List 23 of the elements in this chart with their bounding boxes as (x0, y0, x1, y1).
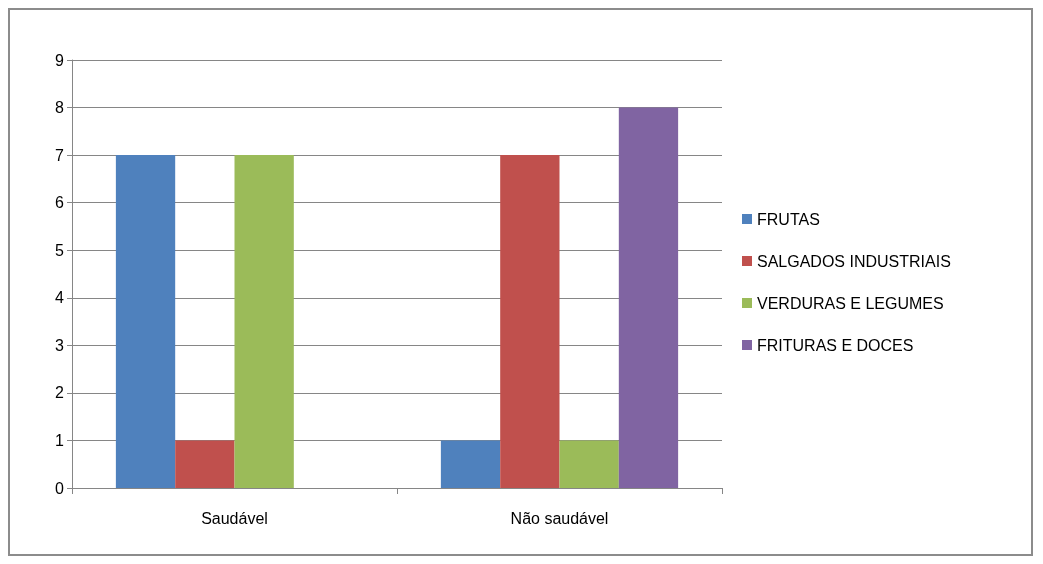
legend-label: SALGADOS INDUSTRIAIS (757, 252, 951, 270)
bar (234, 155, 294, 488)
y-tick-label: 3 (55, 336, 65, 354)
y-tick-label: 5 (55, 241, 65, 259)
y-tick-label: 0 (55, 479, 65, 497)
y-tick-label: 4 (55, 289, 65, 307)
y-tick-label: 2 (55, 384, 65, 402)
y-tick-label: 9 (55, 51, 65, 69)
x-tick-label: Saudável (201, 509, 268, 527)
x-tick-label: Não saudável (510, 509, 609, 527)
y-tick-label: 7 (55, 146, 65, 164)
bar (500, 155, 560, 488)
bar (115, 155, 176, 488)
bar (440, 440, 501, 488)
y-tick-label: 6 (55, 194, 65, 212)
bar (559, 440, 619, 488)
legend-label: FRITURAS E DOCES (757, 336, 914, 354)
y-tick-label: 8 (55, 99, 65, 117)
legend-label: FRUTAS (757, 210, 820, 228)
bar (175, 440, 235, 488)
legend-label: VERDURAS E LEGUMES (757, 294, 944, 312)
y-tick-label: 1 (55, 431, 65, 449)
bar (618, 107, 679, 488)
